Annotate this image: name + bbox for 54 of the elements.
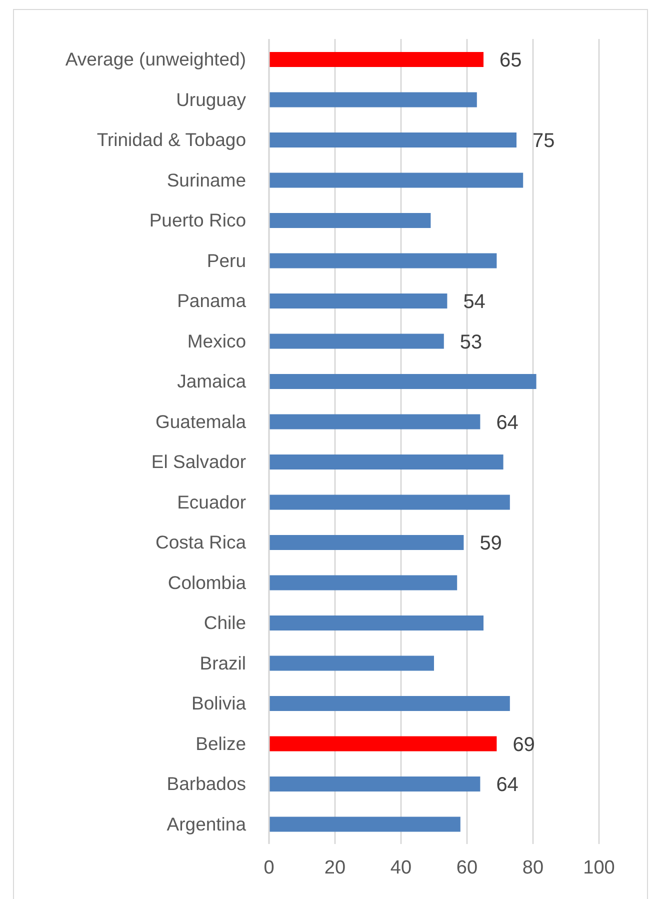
data-label: 59 [480, 532, 502, 555]
y-tick-label: Guatemala [156, 410, 247, 432]
bar [269, 172, 524, 188]
data-label: 53 [460, 331, 482, 354]
x-tick-label: 100 [583, 857, 615, 878]
y-tick-label: Suriname [166, 169, 246, 190]
bar [269, 454, 504, 470]
data-label: 75 [532, 130, 555, 152]
x-tick-label: 80 [522, 857, 544, 878]
bar [269, 776, 480, 792]
bar [269, 92, 477, 108]
bar [269, 374, 536, 389]
bar [269, 253, 497, 268]
y-tick-label: Trinidad & Tobago [96, 129, 246, 150]
data-label: 69 [512, 734, 535, 756]
bar [269, 52, 484, 67]
data-label: 64 [496, 774, 518, 796]
x-tick-label: 0 [264, 857, 274, 878]
bar [269, 132, 516, 148]
y-tick-label: Panama [177, 290, 247, 312]
bar [269, 736, 497, 752]
x-tick-label: 20 [324, 857, 346, 878]
bar [269, 816, 460, 832]
bar [269, 414, 480, 430]
x-tick-label: 40 [390, 857, 412, 878]
y-tick-label: Bolivia [192, 692, 247, 714]
bar [269, 656, 434, 671]
bar [269, 494, 510, 510]
x-tick-label: 60 [456, 857, 478, 878]
bar [269, 535, 464, 550]
data-label: 54 [463, 291, 486, 314]
y-tick-label: Argentina [166, 813, 247, 834]
y-tick-label: Costa Rica [156, 532, 247, 553]
y-tick-label: Average (unweighted) [65, 48, 246, 70]
y-tick-label: Chile [204, 612, 246, 634]
y-tick-label: Jamaica [177, 370, 247, 392]
y-tick-label: Peru [206, 250, 246, 271]
bar [269, 213, 431, 228]
y-tick-label: Uruguay [176, 88, 247, 110]
data-label: 65 [500, 50, 522, 72]
y-tick-label: Mexico [187, 330, 246, 352]
bar [269, 696, 510, 711]
bar [269, 334, 444, 349]
bar [269, 575, 458, 590]
y-tick-label: El Salvador [151, 451, 246, 472]
bar [269, 294, 448, 308]
y-tick-label: Puerto Rico [149, 210, 246, 231]
y-tick-label: Ecuador [177, 491, 246, 512]
bar [269, 616, 484, 630]
data-label: 64 [496, 412, 518, 434]
y-tick-label: Barbados [166, 773, 246, 794]
y-tick-label: Belize [196, 732, 246, 754]
y-tick-label: Brazil [200, 652, 246, 674]
y-tick-label: Colombia [168, 572, 247, 593]
